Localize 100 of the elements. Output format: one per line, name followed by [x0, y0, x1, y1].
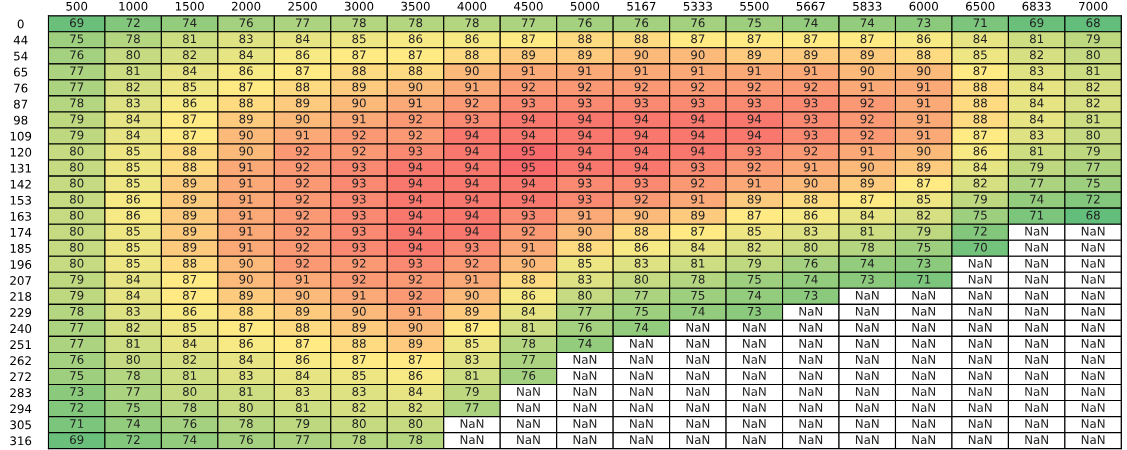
text: NaN: [855, 371, 879, 380]
data-label: 83: [1029, 66, 1044, 76]
data-label: 84: [239, 50, 253, 60]
data-label: 71: [917, 274, 931, 284]
text: NaN: [855, 419, 879, 429]
data-label: 81: [1086, 114, 1100, 124]
data-label: 87: [973, 66, 987, 76]
data-label: 94: [691, 114, 705, 124]
data-label: 92: [465, 98, 479, 108]
data-label: 93: [578, 98, 592, 108]
data-label: 87: [352, 50, 366, 60]
y-tick-label: 283: [10, 388, 31, 398]
data-label: 94: [578, 162, 592, 172]
data-label: 72: [70, 403, 84, 412]
text: NaN: [968, 274, 992, 284]
data-label: 85: [747, 226, 761, 236]
data-label: 80: [182, 387, 197, 396]
data-label: 85: [126, 226, 140, 236]
data-label: 84: [182, 66, 197, 76]
x-tick-label: 2500: [288, 1, 317, 11]
data-label: 82: [917, 210, 931, 220]
data-label: 88: [917, 50, 931, 60]
data-label: 68: [1086, 18, 1100, 28]
data-label: 94: [634, 162, 649, 172]
text: NaN: [1025, 371, 1048, 380]
data-label: 91: [239, 194, 253, 204]
data-label: 80: [69, 162, 84, 172]
data-label: 93: [804, 98, 818, 108]
text: NaN: [1025, 339, 1048, 348]
data-label: 82: [126, 82, 140, 92]
data-label: 80: [69, 210, 84, 220]
data-label: 91: [408, 306, 422, 316]
text: NaN: [743, 339, 766, 348]
data-label: 92: [691, 82, 705, 92]
data-label: 83: [578, 274, 592, 284]
data-label: 92: [465, 258, 479, 268]
data-label: 81: [860, 226, 874, 236]
data-label: 85: [465, 338, 479, 348]
text: NaN: [1025, 226, 1048, 236]
data-label: 92: [408, 114, 422, 124]
text: NaN: [799, 403, 823, 412]
data-label: 88: [182, 258, 197, 268]
data-label: 88: [521, 274, 536, 284]
x-tick-label: 4500: [514, 1, 543, 11]
y-tick-label: 305: [10, 420, 31, 430]
data-label: 75: [1086, 178, 1100, 188]
data-label: 91: [295, 274, 309, 284]
data-label: 70: [973, 242, 987, 252]
data-label: 90: [295, 290, 310, 300]
text: NaN: [1025, 403, 1048, 412]
data-label: 80: [69, 146, 84, 156]
data-label: 81: [1086, 66, 1100, 76]
x-tick-label: 5833: [853, 1, 882, 11]
data-label: 80: [126, 354, 140, 364]
data-label: 94: [578, 114, 592, 124]
data-label: 94: [578, 130, 592, 140]
data-label: 92: [860, 114, 874, 124]
data-label: 81: [691, 258, 705, 268]
data-label: 80: [69, 226, 84, 236]
text: NaN: [743, 387, 766, 396]
data-label: 91: [860, 146, 874, 156]
data-label: 79: [70, 130, 84, 140]
data-label: 84: [126, 274, 141, 284]
data-label: 90: [465, 66, 479, 76]
data-label: 71: [1030, 210, 1044, 220]
data-label: 77: [1030, 178, 1044, 188]
data-label: 73: [917, 18, 931, 28]
data-label: 92: [352, 258, 366, 268]
x-tick-label: 5667: [796, 1, 825, 11]
data-label: 82: [126, 322, 140, 332]
data-label: 87: [182, 130, 197, 140]
y-tick-label: 131: [10, 163, 31, 173]
data-label: 79: [1086, 146, 1100, 156]
data-label: 92: [352, 130, 366, 140]
data-label: 89: [860, 178, 874, 188]
x-tick-label: 500: [66, 1, 88, 11]
data-label: 83: [126, 306, 140, 316]
text: NaN: [855, 435, 879, 445]
data-label: 78: [691, 274, 705, 284]
y-tick-label: 316: [10, 436, 32, 446]
data-label: 84: [973, 162, 988, 172]
data-label: 72: [973, 226, 987, 236]
data-label: 88: [295, 82, 310, 92]
y-tick-label: 272: [10, 372, 31, 381]
data-label: 92: [295, 194, 309, 204]
text: NaN: [968, 435, 992, 445]
data-label: 88: [352, 66, 366, 76]
data-label: 92: [408, 130, 422, 140]
data-label: 89: [747, 50, 761, 60]
data-label: 76: [70, 50, 84, 60]
data-label: 91: [465, 274, 479, 284]
data-label: 71: [973, 18, 987, 28]
text: NaN: [1025, 355, 1048, 364]
data-label: 73: [804, 290, 818, 300]
data-label: 69: [70, 18, 84, 28]
text: NaN: [1025, 290, 1048, 300]
data-label: 94: [408, 226, 423, 236]
data-label: 92: [578, 82, 592, 92]
data-label: 74: [183, 18, 197, 28]
data-label: 79: [1086, 34, 1100, 44]
